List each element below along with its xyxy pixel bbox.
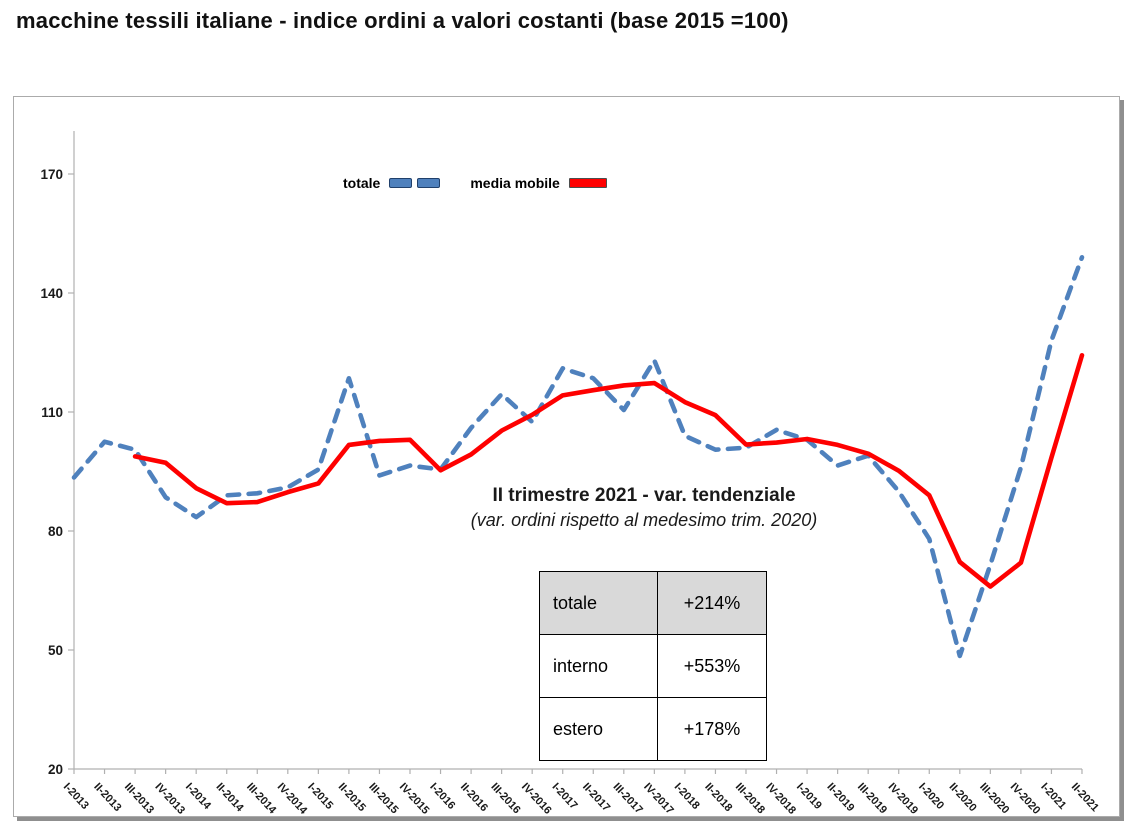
legend: totale media mobile [343,175,607,191]
x-tick-label: II-2017 [580,781,612,814]
x-tick-label: I-2016 [427,781,457,812]
x-tick-label: III-2018 [733,781,767,816]
chart-area: 20 50 80 110 140 170 I-2013 II-2013 III-2013 IV-2… [13,96,1120,817]
y-tick-label: 170 [40,167,63,182]
x-tick-label: II-2019 [824,781,856,814]
x-tick-label: II-2021 [1069,781,1101,814]
x-tick-label: IV-2020 [1008,781,1043,816]
totale-dashed-line-swatch [389,178,441,188]
table-cell-estero-value: +178% [657,697,767,761]
table-row-totale: totale +214% [539,571,767,635]
y-tick-label: 50 [48,643,63,658]
x-tick-label: III-2016 [488,781,522,816]
x-tick-label: I-2013 [61,781,91,812]
chart-title: macchine tessili italiane - indice ordin… [16,8,789,33]
x-tick-label: I-2017 [550,781,580,812]
media-mobile-line-swatch [568,178,607,188]
table-cell-totale-value: +214% [657,571,767,635]
x-tick-label: II-2016 [458,781,490,814]
annotation: II trimestre 2021 - var. tendenziale (va… [344,483,944,533]
table-cell-totale-label: totale [539,571,658,635]
media-mobile-series-line [132,352,1085,589]
x-tick-label: I-2015 [305,781,335,812]
x-tick-label: IV-2019 [886,781,921,816]
annotation-subtitle: (var. ordini rispetto al medesimo trim. … [470,510,818,530]
totale-series-line [71,255,1085,659]
x-tick-label: II-2018 [702,781,734,814]
x-tick-label: III-2015 [366,781,400,816]
legend-label-media-mobile: media mobile [470,175,560,191]
x-tick-label: IV-2015 [397,781,432,816]
table-cell-estero-label: estero [539,697,658,761]
y-tick-label: 140 [40,286,63,301]
x-tick-label: III-2020 [977,781,1011,816]
legend-label-totale: totale [343,175,381,191]
table-cell-interno-label: interno [539,634,658,698]
x-tick-label: IV-2013 [152,781,187,816]
y-tick-label: 110 [41,405,63,420]
x-tick-label: I-2020 [916,781,946,812]
table-row-estero: estero +178% [539,697,767,761]
x-tick-label: IV-2018 [763,781,798,816]
table-row-interno: interno +553% [539,634,767,698]
x-tick-label: I-2018 [672,781,702,812]
y-tick-label: 80 [48,524,63,539]
x-tick-label: I-2021 [1038,781,1068,812]
table-cell-interno-value: +553% [657,634,767,698]
x-tick-label: III-2017 [611,781,645,816]
x-tick-label: IV-2017 [641,781,676,816]
variation-table: totale +214% interno +553% estero +178% [539,571,767,761]
annotation-title: II trimestre 2021 - var. tendenziale [492,485,796,506]
x-tick-label: IV-2016 [519,781,554,816]
x-tick-label: II-2015 [336,781,368,814]
legend-item-media-mobile: media mobile [470,175,607,191]
x-tick-label: II-2013 [91,781,123,814]
x-tick-label: III-2013 [122,781,156,816]
x-tick-label: IV-2014 [275,781,310,816]
x-tick-label: III-2019 [855,781,889,816]
x-tick-label: III-2014 [244,781,279,816]
x-tick-label: II-2020 [947,781,979,814]
legend-item-totale: totale [343,175,441,191]
x-tick-label: II-2014 [214,781,247,815]
x-tick-label: I-2019 [794,781,824,812]
y-tick-label: 20 [48,762,63,777]
